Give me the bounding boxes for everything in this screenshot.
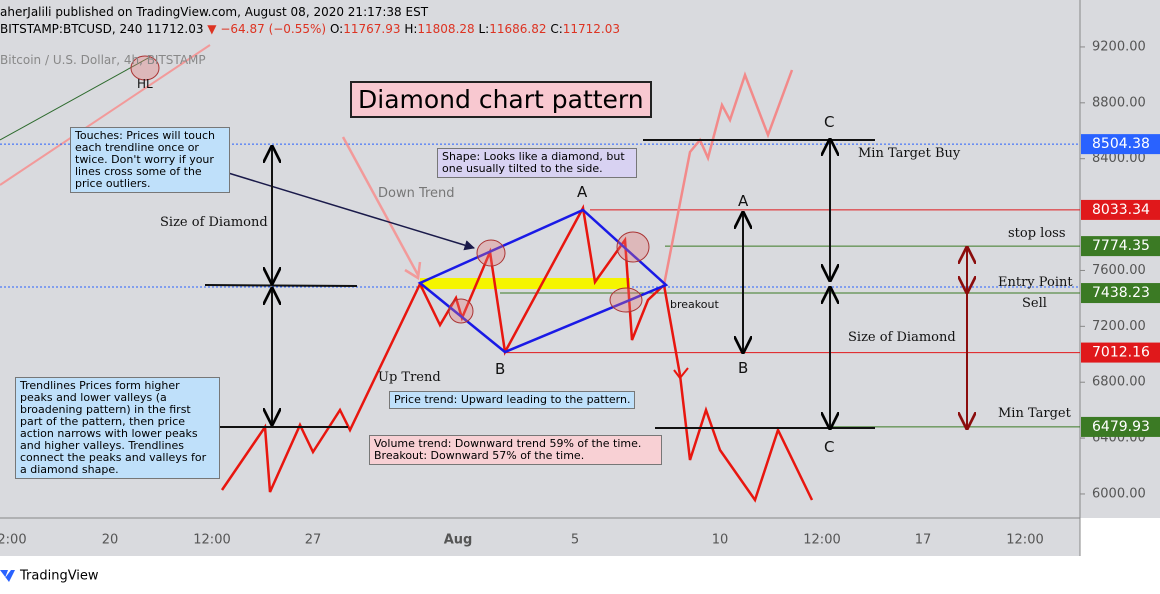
chart-title: Diamond chart pattern — [350, 81, 652, 118]
o-val: 11767.93 — [343, 22, 401, 36]
arrow-head — [673, 367, 689, 380]
label: Size of Diamond — [848, 330, 956, 345]
label: A — [738, 192, 749, 210]
price-tag — [1081, 236, 1160, 257]
label: breakout — [670, 298, 719, 311]
y-tick-label: 6000.00 — [1092, 486, 1146, 501]
footer-brand: TradingView — [19, 569, 99, 584]
y-tick-label: 8400.00 — [1092, 151, 1146, 166]
y-tick-label: 8800.00 — [1092, 95, 1146, 110]
h-val: 11808.28 — [417, 22, 475, 36]
diamond — [417, 208, 669, 354]
h-label: H: — [404, 22, 418, 36]
price-tag-label: 7012.16 — [1092, 345, 1150, 361]
x-tick-label: 12:00 — [1006, 533, 1043, 548]
c-val: 11712.03 — [562, 22, 620, 36]
label: C — [824, 438, 835, 456]
arrow-head — [404, 261, 422, 281]
entry-zone — [420, 278, 630, 289]
note-touches: Touches: Prices will touch each trendlin… — [70, 127, 230, 193]
y-tick-label: 7200.00 — [1092, 319, 1146, 334]
label: Down Trend — [378, 186, 455, 201]
label: B — [495, 360, 506, 378]
alt-path — [662, 69, 794, 286]
price-tag-label: 8504.38 — [1092, 136, 1150, 152]
o-label: O: — [329, 22, 344, 36]
price-path — [220, 204, 682, 493]
x-tick-label: 12:00 — [803, 533, 840, 548]
touch-circle — [609, 287, 643, 313]
last: 11712.03 — [146, 22, 204, 36]
x-tick-label: 17 — [915, 533, 932, 548]
logo — [0, 570, 15, 582]
label: Entry Point — [998, 275, 1073, 290]
symbol-line: BITSTAMP:BTCUSD, 240 11712.03 ▼ −64.87 (… — [0, 22, 620, 36]
y-tick-label: 7600.00 — [1092, 263, 1146, 278]
note-trendlines: Trendlines Prices form higher peaks and … — [15, 377, 220, 479]
touch-circle — [130, 55, 160, 81]
trendline — [0, 56, 151, 141]
level-line — [204, 284, 358, 287]
touch-circle — [476, 239, 506, 267]
trendline — [0, 44, 211, 186]
x-tick-label: 10 — [712, 533, 729, 548]
label: Up Trend — [378, 370, 441, 385]
price-tag-label: 6479.93 — [1092, 419, 1150, 435]
price-tag — [1081, 134, 1160, 155]
l-val: 11686.82 — [489, 22, 547, 36]
y-tick-label: 6800.00 — [1092, 375, 1146, 390]
label: C — [824, 113, 835, 131]
price-tag-label: 8033.34 — [1092, 202, 1150, 218]
label: Size of Diamond — [160, 215, 268, 230]
price-tag — [1081, 283, 1160, 304]
label: A — [577, 183, 588, 201]
x-axis-bg — [0, 518, 1080, 556]
x-tick-label: 12:00 — [193, 533, 230, 548]
publisher: aherJalili published on TradingView.com,… — [0, 5, 429, 19]
label: stop loss — [1008, 226, 1066, 241]
label: Sell — [1022, 296, 1047, 311]
label: Min Target — [998, 406, 1071, 421]
price-tag — [1081, 199, 1160, 220]
watermark: Bitcoin / U.S. Dollar, 4h, BITSTAMP — [0, 53, 206, 67]
price-tag — [1081, 416, 1160, 437]
touch-circle — [616, 231, 650, 263]
x-tick-label: 20 — [102, 533, 119, 548]
price-path — [678, 374, 814, 503]
touch-circle — [448, 298, 474, 324]
x-tick-label: 2:00 — [0, 533, 27, 548]
price-tag-label: 7438.23 — [1092, 285, 1150, 301]
down-trend-arrow — [341, 136, 420, 276]
note-shape: Shape: Looks like a diamond, but one usu… — [437, 148, 637, 178]
note-volume: Volume trend: Downward trend 59% of the … — [369, 435, 662, 465]
l-label: L: — [478, 22, 490, 36]
footer-bg — [0, 559, 1160, 594]
y-tick-label: 9200.00 — [1092, 39, 1146, 54]
note-price-trend: Price trend: Upward leading to the patte… — [389, 391, 636, 409]
label: Min Target Buy — [858, 146, 961, 161]
x-tick-label: 27 — [305, 533, 322, 548]
c-label: C: — [550, 22, 563, 36]
x-tick-label: 5 — [571, 533, 579, 548]
x-tick-label: Aug — [444, 533, 473, 548]
price-tag-label: 7774.35 — [1092, 238, 1150, 254]
change: ▼ −64.87 (−0.55%) — [207, 22, 327, 36]
price-tag — [1081, 342, 1160, 363]
label: HL — [137, 77, 153, 91]
label: B — [738, 359, 749, 377]
arrows — [272, 140, 830, 428]
symbol: BITSTAMP:BTCUSD, 240 — [0, 22, 143, 36]
